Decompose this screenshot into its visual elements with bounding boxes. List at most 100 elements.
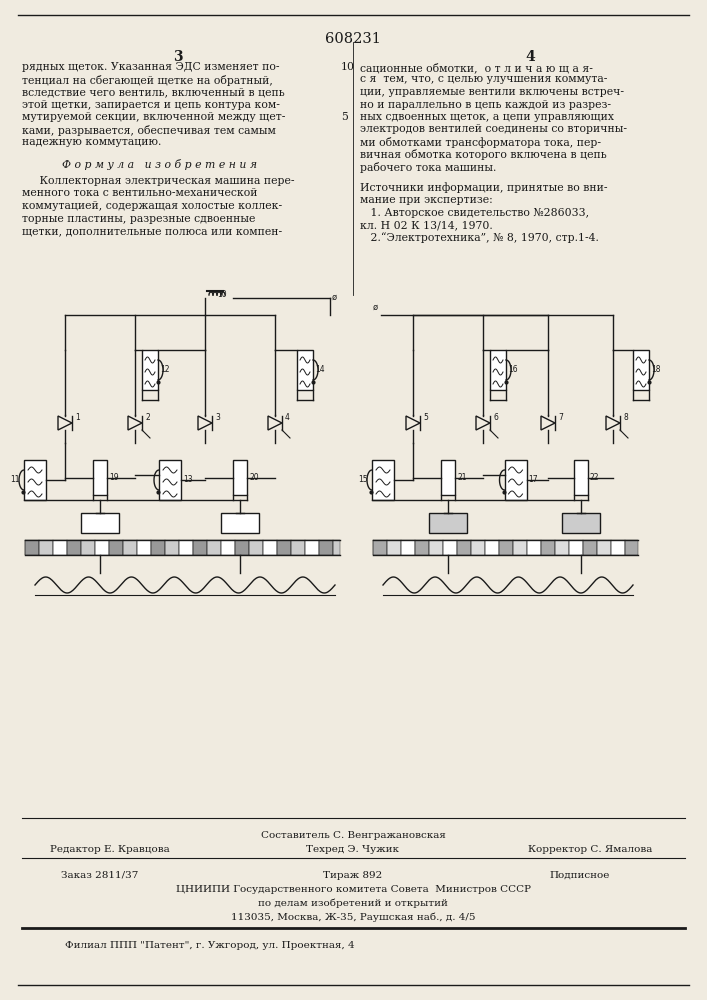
Text: надежную коммутацию.: надежную коммутацию. xyxy=(22,137,161,147)
Bar xyxy=(233,460,247,495)
Text: 8: 8 xyxy=(623,413,628,422)
Bar xyxy=(583,540,597,555)
Text: вичная обмотка которого включена в цепь: вичная обмотка которого включена в цепь xyxy=(360,149,607,160)
Text: Корректор С. Ямалова: Корректор С. Ямалова xyxy=(528,845,652,854)
Text: по делам изобретений и открытий: по делам изобретений и открытий xyxy=(258,899,448,908)
Text: 1: 1 xyxy=(75,413,80,422)
Text: Источники информации, принятые во вни-: Источники информации, принятые во вни- xyxy=(360,182,607,193)
Text: 4: 4 xyxy=(285,413,290,422)
Bar xyxy=(505,460,527,500)
Text: ø: ø xyxy=(373,302,378,312)
Text: 14: 14 xyxy=(315,365,325,374)
Text: с я  тем, что, с целью улучшения коммута-: с я тем, что, с целью улучшения коммута- xyxy=(360,75,607,85)
Text: 11: 11 xyxy=(10,476,20,485)
Bar xyxy=(53,540,67,555)
Bar xyxy=(333,540,340,555)
Text: 18: 18 xyxy=(651,365,660,374)
Bar xyxy=(387,540,401,555)
Bar xyxy=(527,540,541,555)
Text: тенциал на сбегающей щетке на обратный,: тенциал на сбегающей щетке на обратный, xyxy=(22,75,273,86)
Bar xyxy=(277,540,291,555)
Text: 3: 3 xyxy=(173,50,183,64)
Text: Филиал ППП "Патент", г. Ужгород, ул. Проектная, 4: Филиал ППП "Патент", г. Ужгород, ул. Про… xyxy=(65,941,355,950)
Text: Подписное: Подписное xyxy=(550,871,610,880)
Bar xyxy=(123,540,137,555)
Text: 608231: 608231 xyxy=(325,32,381,46)
Bar xyxy=(490,350,506,390)
Text: 2: 2 xyxy=(145,413,150,422)
Bar xyxy=(263,540,277,555)
Bar xyxy=(305,540,319,555)
Text: кл. Н 02 К 13/14, 1970.: кл. Н 02 К 13/14, 1970. xyxy=(360,220,493,230)
Text: сационные обмотки,  о т л и ч а ю щ а я-: сационные обмотки, о т л и ч а ю щ а я- xyxy=(360,62,593,73)
Text: ø: ø xyxy=(332,292,337,302)
Text: 10: 10 xyxy=(217,290,227,299)
Text: Тираж 892: Тираж 892 xyxy=(323,871,382,880)
Text: 5: 5 xyxy=(341,112,348,122)
Bar xyxy=(221,540,235,555)
Text: 6: 6 xyxy=(493,413,498,422)
Bar xyxy=(415,540,429,555)
Text: Составитель С. Венгражановская: Составитель С. Венгражановская xyxy=(261,831,445,840)
Text: электродов вентилей соединены со вторичны-: электродов вентилей соединены со вторичн… xyxy=(360,124,627,134)
Bar xyxy=(95,540,109,555)
Bar xyxy=(441,460,455,495)
Bar xyxy=(297,350,313,390)
Text: 16: 16 xyxy=(508,365,518,374)
Bar xyxy=(633,350,649,390)
Bar xyxy=(93,460,107,495)
Text: 7: 7 xyxy=(558,413,563,422)
Bar xyxy=(319,540,333,555)
Text: 4: 4 xyxy=(525,50,535,64)
Bar xyxy=(513,540,527,555)
Text: 13: 13 xyxy=(183,476,192,485)
Text: 3: 3 xyxy=(215,413,220,422)
Text: 22: 22 xyxy=(590,473,599,482)
Bar xyxy=(485,540,499,555)
Text: 12: 12 xyxy=(160,365,170,374)
Text: ных сдвоенных щеток, а цепи управляющих: ных сдвоенных щеток, а цепи управляющих xyxy=(360,112,614,122)
Text: 5: 5 xyxy=(423,413,428,422)
Bar xyxy=(561,513,600,533)
Bar xyxy=(625,540,638,555)
Text: этой щетки, запирается и цепь контура ком-: этой щетки, запирается и цепь контура ко… xyxy=(22,100,280,109)
Bar xyxy=(25,540,39,555)
Bar xyxy=(457,540,471,555)
Text: 17: 17 xyxy=(529,476,538,485)
Text: 1. Авторское свидетельство №286033,: 1. Авторское свидетельство №286033, xyxy=(360,208,589,218)
Text: менного тока с вентильно-механической: менного тока с вентильно-механической xyxy=(22,188,257,198)
Text: ми обмотками трансформатора тока, пер-: ми обмотками трансформатора тока, пер- xyxy=(360,137,601,148)
Bar xyxy=(541,540,555,555)
Bar xyxy=(573,460,588,495)
Bar xyxy=(471,540,485,555)
Text: Редактор Е. Кравцова: Редактор Е. Кравцова xyxy=(50,845,170,854)
Text: но и параллельно в цепь каждой из разрез-: но и параллельно в цепь каждой из разрез… xyxy=(360,100,611,109)
Text: 113035, Москва, Ж-35, Раушская наб., д. 4/5: 113035, Москва, Ж-35, Раушская наб., д. … xyxy=(230,913,475,922)
Text: щетки, дополнительные полюса или компен-: щетки, дополнительные полюса или компен- xyxy=(22,226,282,236)
Text: вследствие чего вентиль, включенный в цепь: вследствие чего вентиль, включенный в це… xyxy=(22,87,285,97)
Bar xyxy=(597,540,611,555)
Bar xyxy=(193,540,207,555)
Bar xyxy=(81,513,119,533)
Text: 10: 10 xyxy=(341,62,355,72)
Bar xyxy=(142,350,158,390)
Text: мание при экспертизе:: мание при экспертизе: xyxy=(360,195,493,205)
Bar xyxy=(235,540,249,555)
Bar xyxy=(555,540,569,555)
Bar xyxy=(401,540,415,555)
Text: 15: 15 xyxy=(358,476,368,485)
Bar xyxy=(429,513,467,533)
Bar xyxy=(39,540,53,555)
Bar xyxy=(67,540,81,555)
Bar xyxy=(372,460,394,500)
Bar xyxy=(151,540,165,555)
Text: ЦНИИПИ Государственного комитета Совета  Министров СССР: ЦНИИПИ Государственного комитета Совета … xyxy=(175,885,530,894)
Bar xyxy=(249,540,263,555)
Text: рядных щеток. Указанная ЭДС изменяет по-: рядных щеток. Указанная ЭДС изменяет по- xyxy=(22,62,279,72)
Bar xyxy=(165,540,179,555)
Bar xyxy=(137,540,151,555)
Text: мутируемой секции, включенной между щет-: мутируемой секции, включенной между щет- xyxy=(22,112,286,122)
Text: Техред Э. Чужик: Техред Э. Чужик xyxy=(307,845,399,854)
Bar xyxy=(569,540,583,555)
Bar xyxy=(429,540,443,555)
